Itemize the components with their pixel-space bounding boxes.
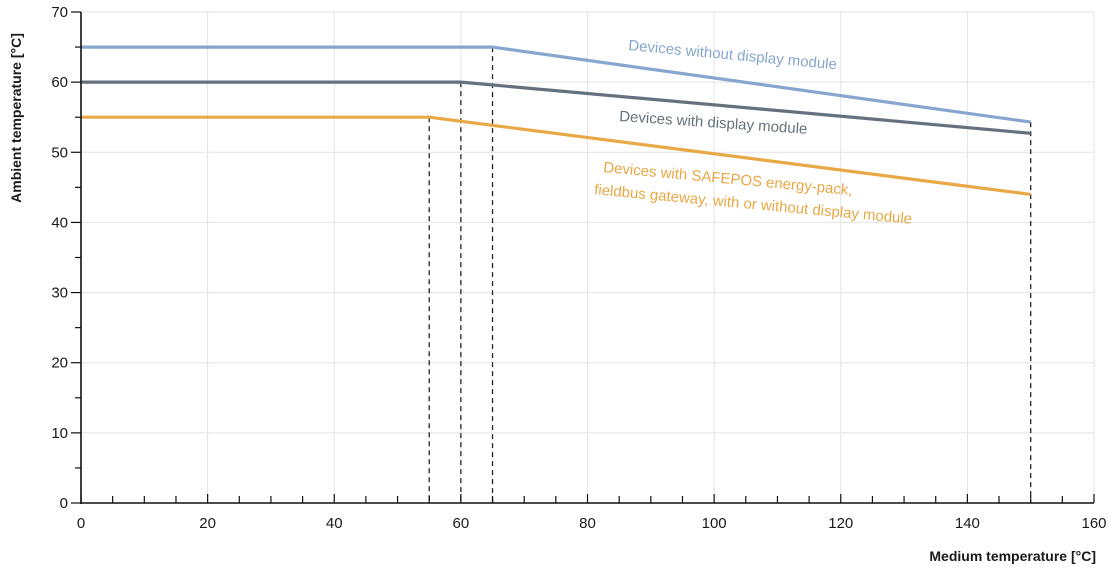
series-line-2 bbox=[81, 82, 1031, 133]
x-tick-label: 0 bbox=[77, 515, 85, 532]
x-tick-label: 60 bbox=[453, 515, 470, 532]
x-tick-label: 160 bbox=[1081, 515, 1106, 532]
x-tick-label: 120 bbox=[828, 515, 853, 532]
y-tick-label: 20 bbox=[51, 355, 68, 372]
x-tick-label: 140 bbox=[955, 515, 980, 532]
x-tick-label: 100 bbox=[702, 515, 727, 532]
y-tick-label: 60 bbox=[51, 74, 68, 91]
y-tick-label: 30 bbox=[51, 285, 68, 302]
series-lines bbox=[81, 47, 1031, 194]
y-tick-label: 50 bbox=[51, 144, 68, 161]
series-line-1 bbox=[81, 47, 1031, 122]
series-line-3 bbox=[81, 117, 1031, 194]
y-axis-title: Ambient temperature [°C] bbox=[8, 33, 24, 203]
series-label-1: Devices without display module bbox=[628, 37, 838, 73]
x-tick-label: 40 bbox=[326, 515, 343, 532]
y-tick-label: 0 bbox=[60, 495, 68, 512]
grid bbox=[81, 12, 1094, 503]
series-labels: Devices without display module Devices wi… bbox=[594, 37, 915, 228]
y-tick-label: 70 bbox=[51, 4, 68, 21]
y-tick-label: 10 bbox=[51, 425, 68, 442]
series-label-line: Devices without display module bbox=[628, 37, 838, 73]
series-label-3: Devices with SAFEPOS energy-pack,fieldbu… bbox=[594, 158, 915, 227]
x-tick-label: 80 bbox=[579, 515, 596, 532]
series-label-line: Devices with display module bbox=[619, 108, 808, 138]
x-tick-label: 20 bbox=[199, 515, 216, 532]
y-tick-label: 40 bbox=[51, 214, 68, 231]
x-axis-title: Medium temperature [°C] bbox=[929, 548, 1096, 564]
series-label-2: Devices with display module bbox=[619, 108, 808, 138]
